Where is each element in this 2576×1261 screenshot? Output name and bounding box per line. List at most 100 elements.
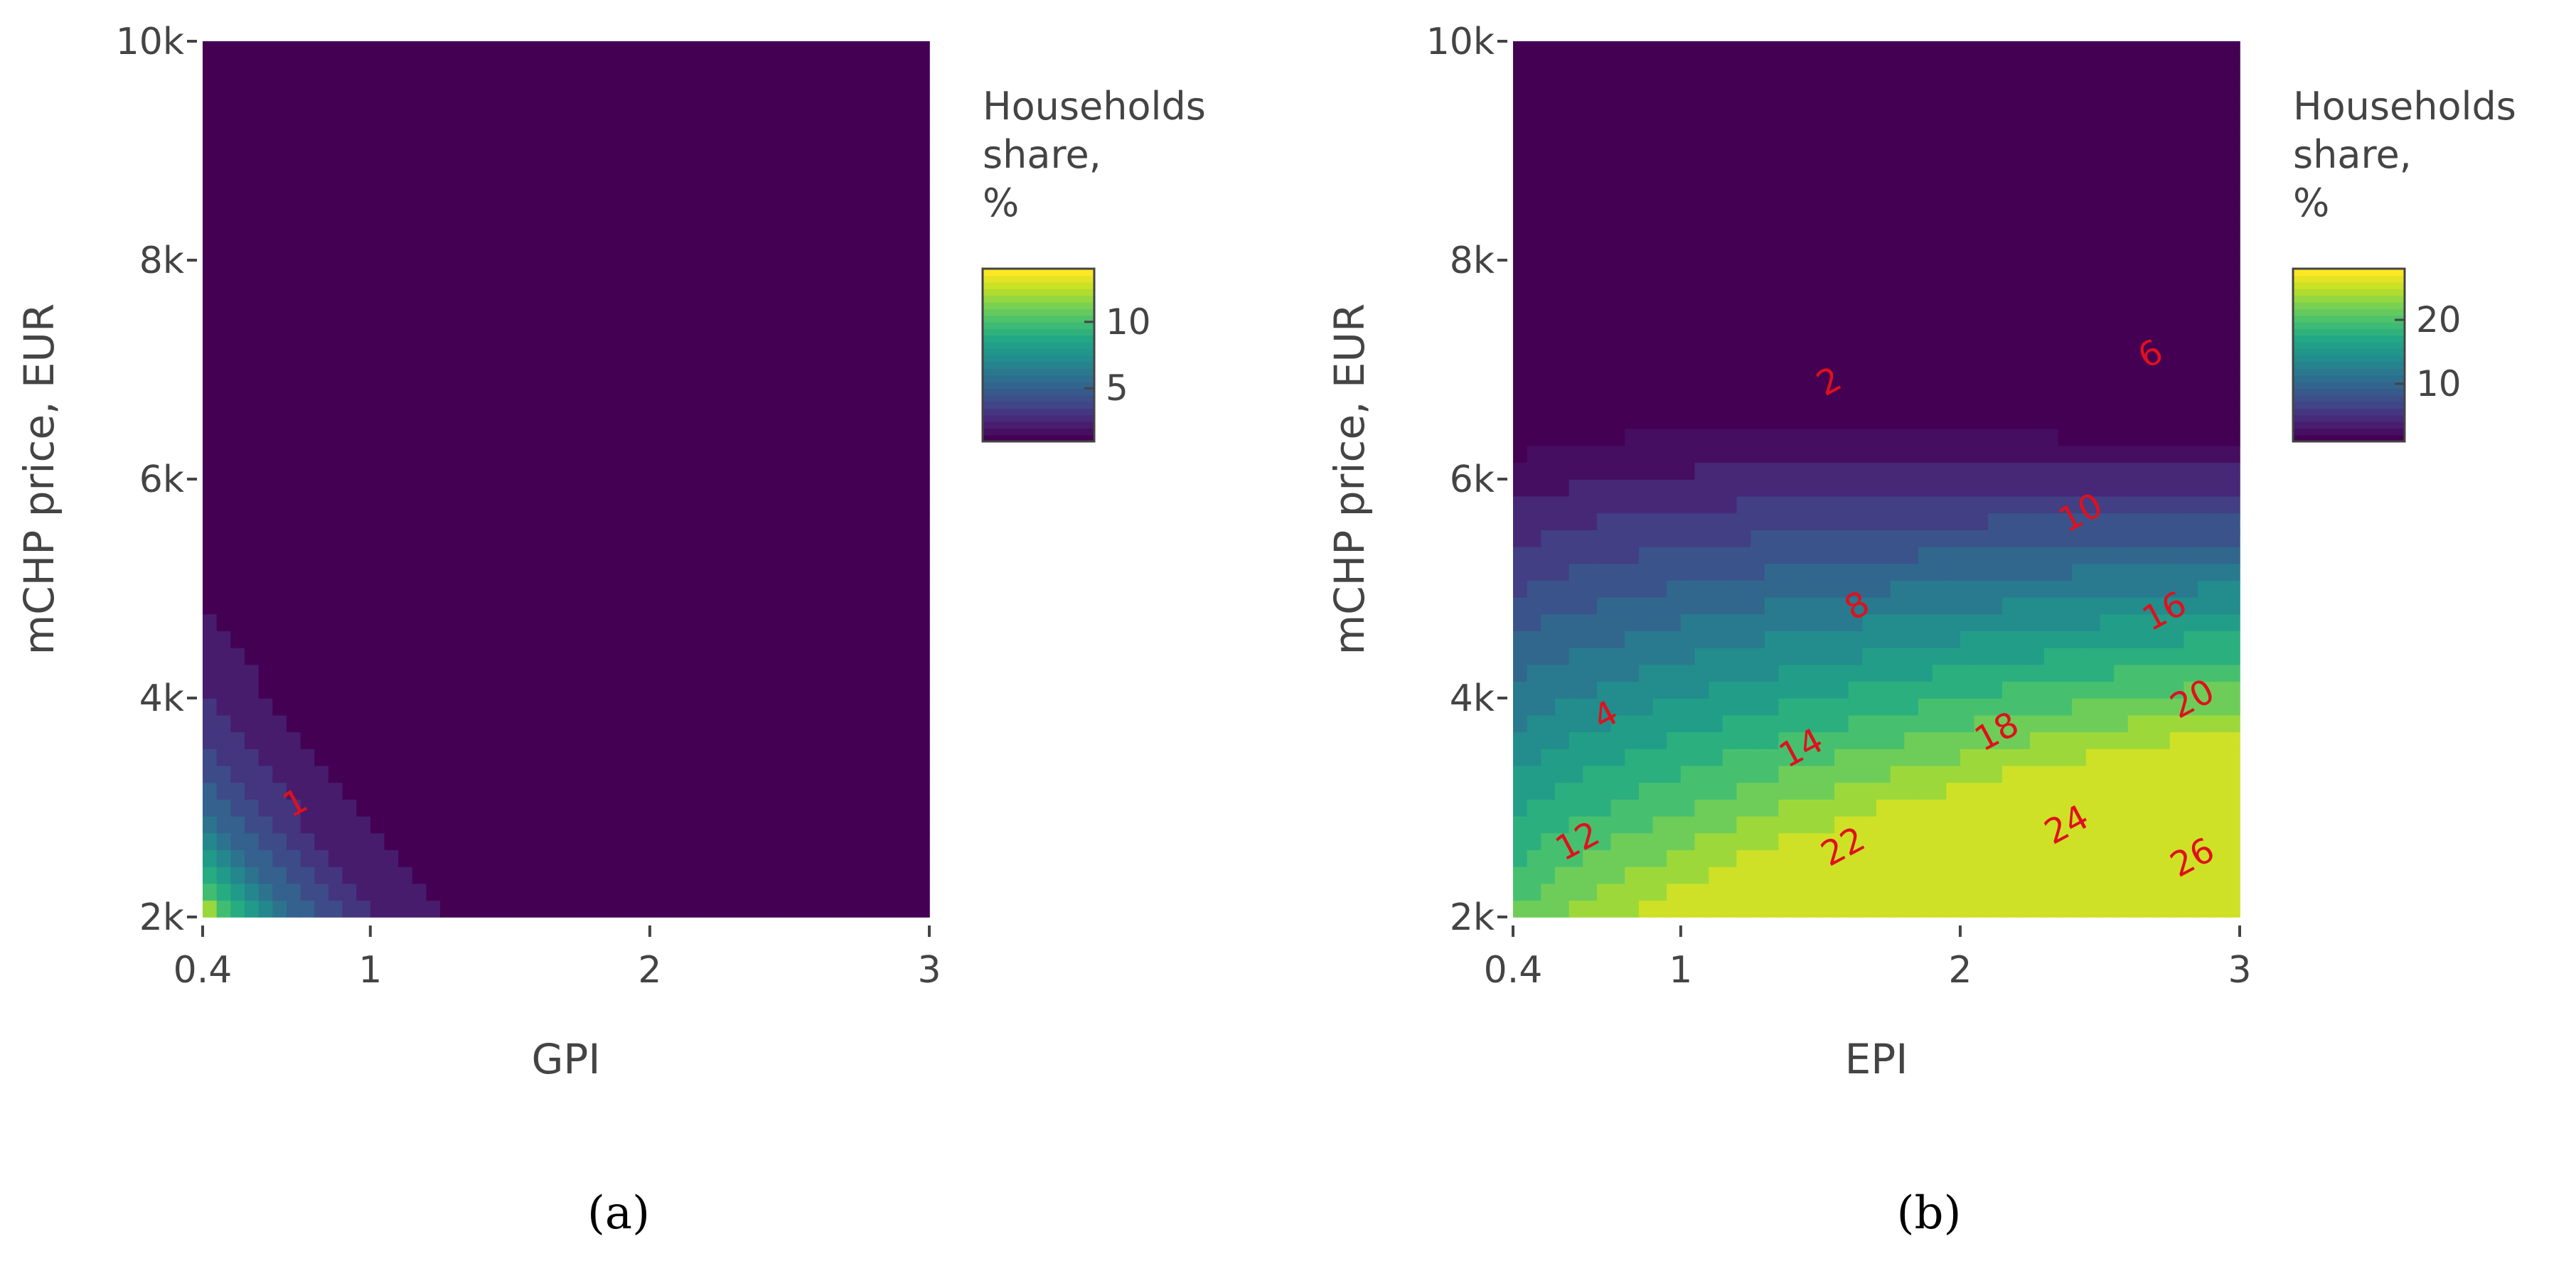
contour-cell [2030,681,2045,699]
contour-cell [1513,883,1528,901]
contour-cell [272,681,287,699]
contour-cell [1596,377,1612,396]
contour-cell [1722,108,1738,127]
contour-cell [1932,395,1947,413]
contour-cell [258,209,274,227]
contour-cell [1918,226,1933,245]
contour-cell [230,462,245,480]
contour-cell [1904,142,1919,160]
contour-cell [454,58,469,76]
contour-cell [468,849,483,867]
contour-cell [859,226,875,245]
contour-cell [1680,731,1696,749]
contour-cell [454,782,469,800]
contour-cell [412,412,427,429]
contour-cell [216,327,232,345]
contour-cell [1610,479,1626,497]
contour-cell [2085,495,2101,514]
contour-cell [678,108,693,127]
contour-cell [817,462,833,480]
contour-cell [1736,630,1751,648]
y-tick-label: 6k [139,458,184,501]
contour-cell [496,377,511,396]
contour-cell [426,462,441,480]
contour-cell [747,613,762,632]
contour-cell [1974,832,1989,851]
contour-cell [607,243,623,261]
contour-cell [1513,513,1528,530]
contour-cell [482,142,497,160]
contour-cell [2072,681,2087,699]
contour-cell [594,596,609,615]
contour-cell [258,900,274,918]
contour-cell [2058,596,2073,615]
contour-cell [412,41,427,59]
contour-cell [621,445,637,463]
contour-cell [356,479,371,497]
contour-cell [789,294,804,311]
contour-cell [2030,799,2045,817]
contour-cell [2085,714,2101,733]
contour-cell [538,748,553,766]
contour-cell [594,377,609,396]
contour-cell [1583,327,1598,345]
contour-cell [663,815,679,834]
contour-cell [1568,563,1584,581]
contour-cell [2058,445,2073,463]
contour-cell [244,613,260,632]
contour-cell [510,58,525,76]
contour-cell [1638,815,1654,834]
contour-cell [789,209,804,227]
contour-cell [1890,260,1906,278]
contour-cell [733,596,749,615]
contour-cell [1625,58,1640,76]
contour-cell [356,714,371,733]
y-axis-title: mCHP price, EUR [15,304,63,655]
contour-cell [1638,681,1654,699]
contour-cell [370,714,385,733]
contour-cell [286,125,301,143]
contour-cell [1862,209,1877,227]
contour-cell [2030,596,2045,615]
contour-cell [1667,142,1682,160]
contour-cell [691,344,707,362]
contour-cell [244,92,260,109]
contour-cell [342,782,357,800]
contour-cell [482,681,497,699]
contour-cell [244,226,260,245]
contour-cell [286,377,301,396]
contour-cell [2100,142,2115,160]
contour-cell [272,75,287,92]
contour-cell [552,681,567,699]
contour-cell [1680,815,1696,834]
contour-cell [1680,58,1696,76]
contour-cell [607,596,623,615]
contour-cell [216,428,232,446]
contour-cell [1722,176,1738,194]
contour-cell [1638,75,1654,92]
contour-cell [1541,311,1556,328]
contour-cell [356,41,371,59]
contour-cell [1904,395,1919,413]
contour-cell [2030,530,2045,547]
contour-cell [1876,546,1891,564]
contour-cell [454,176,469,194]
contour-cell [524,698,539,716]
contour-cell [524,243,539,261]
contour-cell [1834,412,1849,429]
contour-cell [468,530,483,547]
contour-cell [747,714,762,733]
contour-cell [1583,596,1598,615]
contour-cell [203,327,218,345]
contour-cell [496,698,511,716]
contour-cell [1806,883,1822,901]
contour-cell [775,277,791,295]
contour-cell [1680,613,1696,632]
contour-cell [538,344,553,362]
contour-cell [761,327,776,345]
contour-cell [2030,92,2045,109]
contour-cell [636,866,651,884]
contour-cell [2043,58,2059,76]
contour-cell [1709,327,1723,345]
contour-cell [2030,176,2045,194]
